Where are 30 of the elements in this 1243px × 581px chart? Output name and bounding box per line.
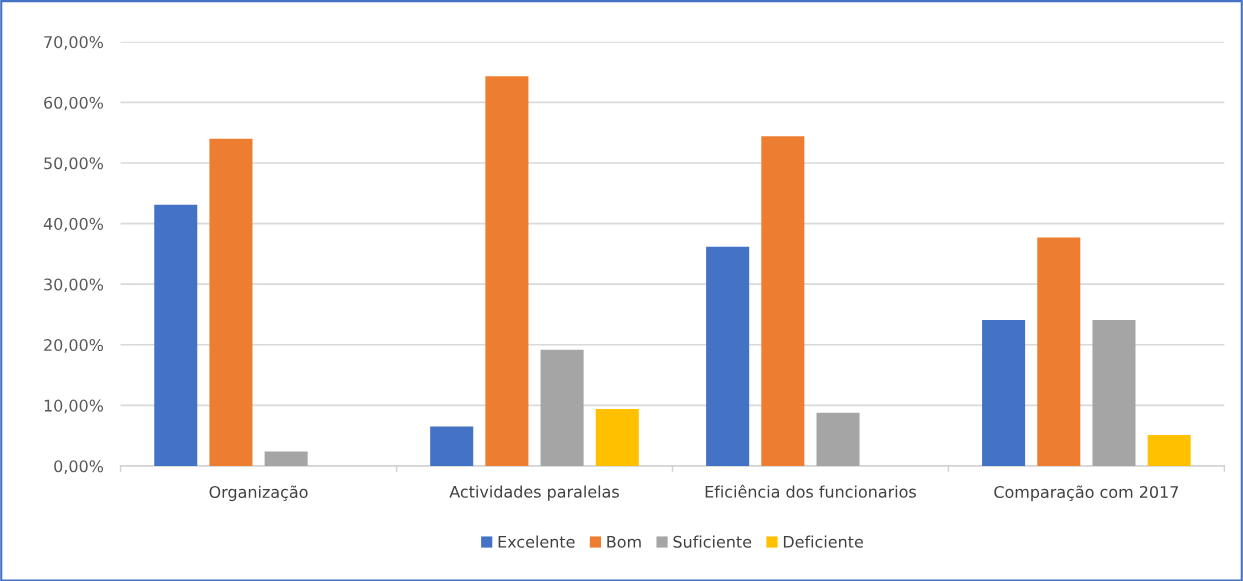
bar — [485, 76, 529, 466]
bar — [816, 412, 860, 466]
y-tick-label: 0,00% — [54, 460, 104, 474]
bar — [1147, 435, 1191, 466]
x-tick-label: Eficiência dos funcionarios — [705, 484, 916, 498]
y-tick-label: 60,00% — [44, 96, 104, 111]
bar — [430, 426, 474, 466]
bar — [1092, 319, 1136, 466]
legend-label: Excelente — [498, 535, 575, 548]
bar — [264, 451, 308, 466]
bar — [706, 246, 750, 466]
legend-label: Deficiente — [783, 535, 863, 548]
bar — [154, 204, 198, 466]
y-tick-label: 70,00% — [44, 36, 104, 50]
bar — [761, 136, 805, 466]
bar — [982, 319, 1026, 466]
y-tick-label: 40,00% — [43, 217, 104, 232]
legend-label: Bom — [607, 535, 641, 548]
x-tick-label: Organização — [209, 485, 308, 502]
y-tick-label: 50,00% — [44, 157, 104, 171]
x-tick-label: Actividades paralelas — [449, 485, 619, 501]
bar — [209, 138, 253, 466]
bar — [595, 409, 639, 466]
y-tick-label: 20,00% — [44, 339, 104, 353]
bar — [540, 349, 584, 466]
y-tick-label: 10,00% — [44, 399, 104, 414]
legend-label: Suficiente — [673, 535, 752, 548]
y-tick-label: 30,00% — [44, 278, 104, 293]
bar — [1037, 237, 1081, 466]
x-tick-label: Comparação com 2017 — [994, 485, 1179, 502]
